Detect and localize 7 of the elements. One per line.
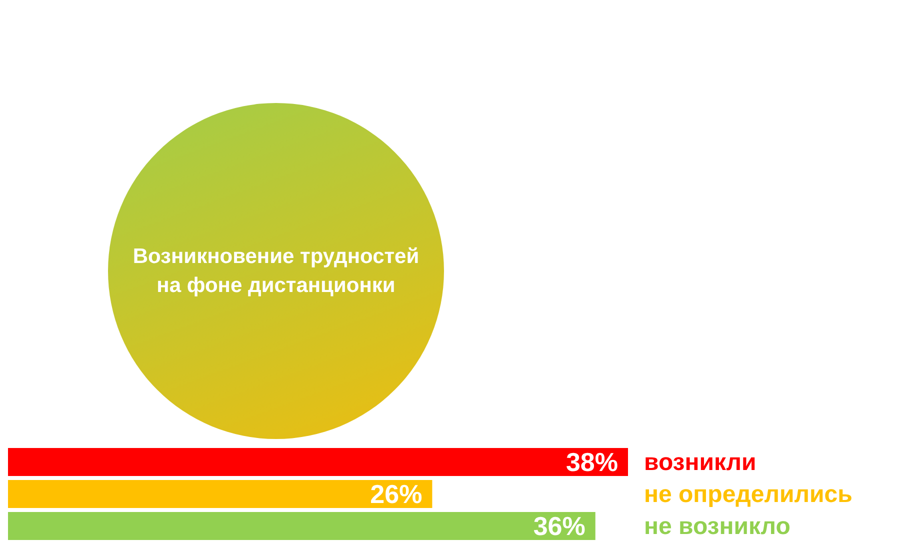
data-label: 26% (370, 479, 422, 509)
y-tick-label: возникли (644, 449, 756, 476)
data-label: 36% (533, 511, 586, 541)
y-tick-label: не определились (644, 481, 852, 508)
data-label: 38% (566, 447, 618, 477)
y-tick-label: не возникло (644, 513, 790, 540)
chart-title: Возникновение трудностей на фоне дистанционки (132, 244, 420, 299)
